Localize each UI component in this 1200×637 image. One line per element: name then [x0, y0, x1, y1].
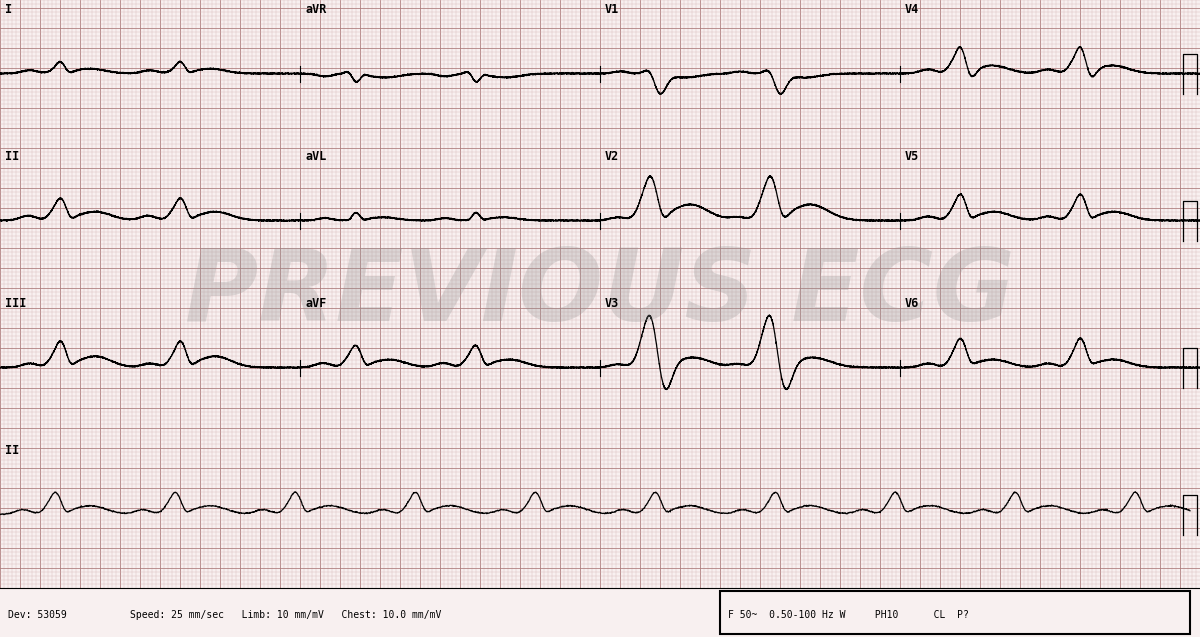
Text: aVF: aVF [305, 297, 326, 310]
Text: F 50~  0.50-100 Hz W     PH10      CL  P?: F 50~ 0.50-100 Hz W PH10 CL P? [728, 610, 968, 620]
Text: Dev: 53059: Dev: 53059 [8, 610, 67, 620]
Text: aVR: aVR [305, 3, 326, 16]
FancyBboxPatch shape [720, 591, 1190, 634]
Text: II: II [5, 444, 19, 457]
Text: V2: V2 [605, 150, 619, 163]
Text: V6: V6 [905, 297, 919, 310]
Text: I: I [5, 3, 12, 16]
Text: V5: V5 [905, 150, 919, 163]
Text: V3: V3 [605, 297, 619, 310]
Text: V1: V1 [605, 3, 619, 16]
Text: III: III [5, 297, 26, 310]
Text: II: II [5, 150, 19, 163]
Text: PREVIOUS ECG: PREVIOUS ECG [185, 245, 1015, 343]
Text: V4: V4 [905, 3, 919, 16]
Bar [0, 588, 1200, 637]
Text: Speed: 25 mm/sec   Limb: 10 mm/mV   Chest: 10.0 mm/mV: Speed: 25 mm/sec Limb: 10 mm/mV Chest: 1… [130, 610, 442, 620]
Text: aVL: aVL [305, 150, 326, 163]
